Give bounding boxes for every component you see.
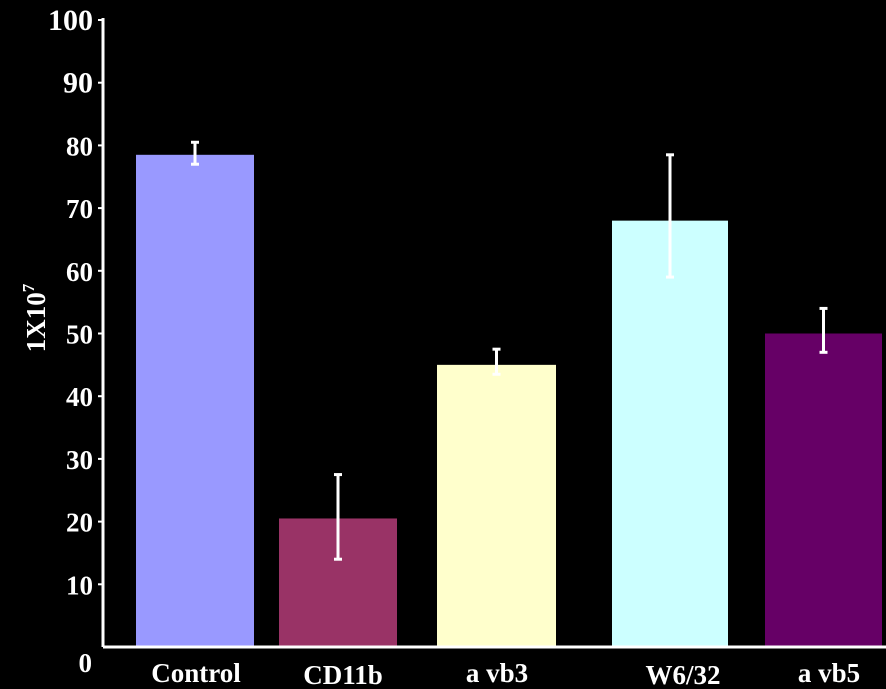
y-tick-label: 80 (66, 131, 93, 161)
bar-w6-32 (612, 220, 728, 647)
x-category-label: Control (151, 658, 241, 688)
bar-control (136, 154, 254, 647)
error-bar-2 (334, 473, 342, 561)
error-bars-group (191, 140, 828, 561)
y-axis-title-superscript: 7 (19, 283, 38, 292)
y-tick-label: 0 (79, 648, 93, 678)
y-tick-label: 40 (66, 382, 93, 412)
bar-a-vb3 (437, 364, 556, 647)
bar-a-vb5 (765, 333, 882, 647)
y-tick-label: 100 (48, 4, 93, 37)
y-axis-title: 1X107 (19, 283, 51, 352)
error-bar-3 (492, 347, 501, 376)
error-bar-1 (191, 140, 199, 166)
y-tick-label: 60 (66, 257, 93, 287)
error-bar-5 (819, 306, 828, 354)
x-category-label: W6/32 (645, 660, 720, 689)
y-tick-label: 50 (66, 320, 93, 350)
x-labels-group: Control CD11b a vb3 W6/32 a vb5 (151, 658, 860, 689)
bars-group (136, 154, 882, 647)
x-category-label: a vb3 (466, 658, 528, 688)
y-axis-title-main: 1X10 (21, 292, 51, 352)
x-category-label: CD11b (303, 660, 383, 689)
y-tick-label: 20 (66, 508, 93, 538)
error-bar-4 (666, 153, 674, 279)
y-tick-label: 30 (66, 445, 93, 475)
y-tick-label: 10 (66, 570, 93, 600)
y-tick-label: 90 (63, 67, 93, 100)
x-category-label: a vb5 (798, 658, 860, 688)
y-tick-label: 70 (66, 194, 93, 224)
